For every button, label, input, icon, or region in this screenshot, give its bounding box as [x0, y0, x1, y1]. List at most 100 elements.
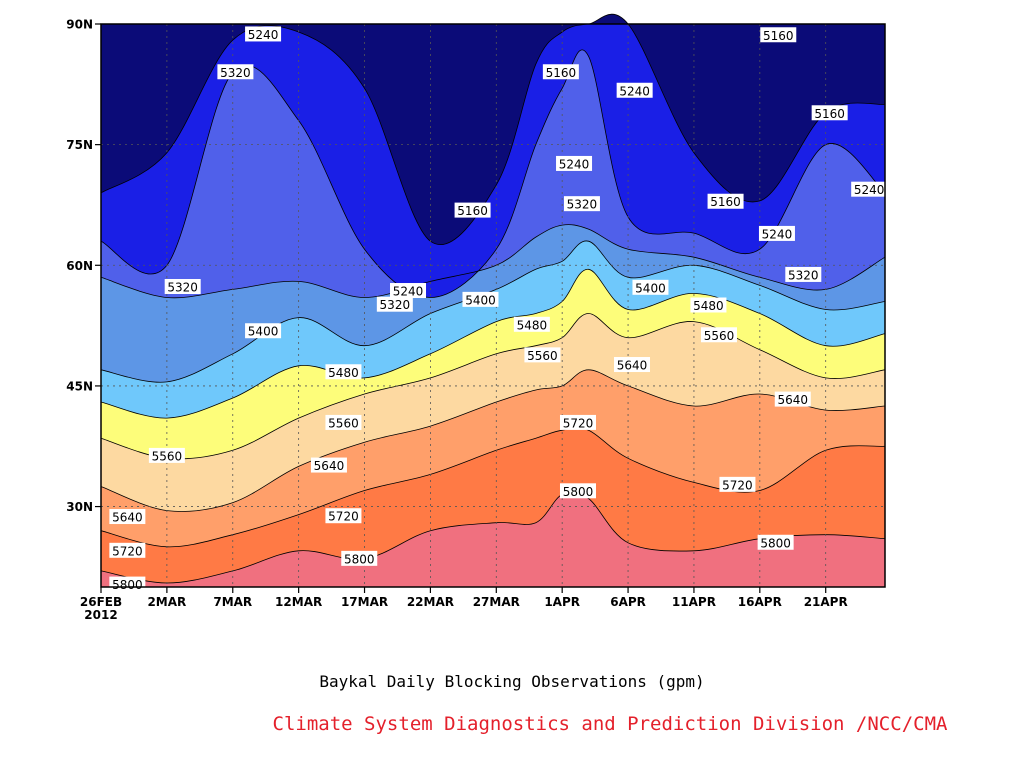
- contour-label: 5400: [632, 279, 669, 295]
- contour-label-text: 5320: [220, 66, 251, 80]
- contour-label: 5240: [851, 181, 888, 197]
- contour-label: 5160: [760, 27, 797, 43]
- contour-label: 5800: [559, 483, 596, 499]
- band-fill-above-5160: [101, 14, 885, 245]
- contour-label: 5400: [245, 323, 282, 339]
- contour-label: 5640: [109, 509, 146, 525]
- contour-label-text: 5320: [380, 298, 411, 312]
- contour-label-bg: [462, 291, 499, 307]
- contour-label-bg: [341, 550, 378, 566]
- contour-label: 5720: [325, 508, 362, 524]
- contour-label: 5240: [616, 82, 653, 98]
- contour-line-5720: [100, 427, 886, 548]
- contour-label: 5560: [700, 327, 737, 343]
- chart-title: Baykal Daily Blocking Observations (gpm): [319, 672, 705, 691]
- contour-label-bg: [524, 347, 561, 363]
- contour-label: 5800: [757, 534, 794, 550]
- contour-label: 5320: [563, 196, 600, 212]
- contour-label-text: 5240: [559, 157, 590, 171]
- contour-label-text: 5720: [563, 416, 594, 430]
- contour-line-5480: [100, 268, 886, 419]
- contour-label-bg: [811, 105, 848, 121]
- contour-label-text: 5160: [546, 66, 577, 80]
- contour-label: 5720: [559, 414, 596, 430]
- contour-label-bg: [556, 155, 593, 171]
- contour-label: 5160: [542, 64, 579, 80]
- x-tick-label: 17MAR: [341, 595, 388, 609]
- contour-label-bg: [563, 196, 600, 212]
- contour-label-bg: [758, 225, 795, 241]
- contour-label-bg: [109, 542, 146, 558]
- y-tick-label: 60N: [66, 259, 93, 273]
- contour-label-bg: [690, 297, 727, 313]
- contour-label: 5800: [341, 550, 378, 566]
- contour-label-bg: [542, 64, 579, 80]
- x-tick-sublabel: 2012: [84, 608, 117, 622]
- contour-label-text: 5560: [328, 416, 359, 430]
- x-tick-label: 2MAR: [147, 595, 186, 609]
- contour-label: 5320: [785, 266, 822, 282]
- contour-label-text: 5240: [393, 285, 424, 299]
- contour-label: 5720: [719, 476, 756, 492]
- contour-label-text: 5720: [328, 510, 359, 524]
- contour-label: 5400: [462, 291, 499, 307]
- contour-label-text: 5160: [710, 195, 741, 209]
- y-tick-label: 75N: [66, 138, 93, 152]
- contour-label-text: 5240: [248, 28, 279, 42]
- contour-label-text: 5640: [777, 393, 808, 407]
- contour-label-text: 5480: [328, 366, 359, 380]
- contour-label: 5160: [454, 202, 491, 218]
- contour-chart: 5800572056405560532053205240540058005720…: [66, 13, 888, 623]
- x-tick-label: 11APR: [672, 595, 716, 609]
- contour-label-bg: [245, 323, 282, 339]
- contour-label: 5480: [690, 297, 727, 313]
- contour-label: 5320: [376, 296, 413, 312]
- y-tick-label: 45N: [66, 379, 93, 393]
- contour-label: 5480: [513, 316, 550, 332]
- contour-label-bg: [700, 327, 737, 343]
- contour-label-text: 5720: [112, 544, 143, 558]
- contour-label-bg: [454, 202, 491, 218]
- contour-label-bg: [513, 316, 550, 332]
- contour-label-text: 5800: [112, 578, 143, 592]
- contour-label: 5560: [148, 447, 185, 463]
- x-tick-label: 26FEB: [80, 595, 122, 609]
- contour-label-text: 5640: [314, 459, 345, 473]
- contour-label-text: 5240: [854, 183, 885, 197]
- contour-label-bg: [109, 509, 146, 525]
- contour-labels: 5800572056405560532053205240540058005720…: [109, 26, 888, 592]
- contour-label-bg: [559, 414, 596, 430]
- contour-label-bg: [707, 193, 744, 209]
- contour-label-bg: [785, 266, 822, 282]
- contour-label-text: 5400: [465, 293, 496, 307]
- y-tick-label: 30N: [66, 500, 93, 514]
- contour-label: 5320: [164, 279, 201, 295]
- contour-label-bg: [310, 457, 347, 473]
- contour-label-bg: [325, 414, 362, 430]
- contour-label-text: 5320: [167, 281, 198, 295]
- contour-label: 5320: [217, 64, 254, 80]
- contour-label-bg: [851, 181, 888, 197]
- contour-label-text: 5640: [112, 511, 143, 525]
- contour-label-bg: [760, 27, 797, 43]
- x-tick-label: 6APR: [610, 595, 646, 609]
- contour-label-text: 5480: [693, 299, 724, 313]
- y-tick-label: 90N: [66, 18, 93, 32]
- contour-line-5400: [100, 240, 886, 383]
- contour-line-5800: [100, 491, 886, 584]
- contour-label-text: 5320: [788, 268, 819, 282]
- contour-label-text: 5160: [763, 29, 794, 43]
- contour-label: 5240: [390, 283, 427, 299]
- contour-label-text: 5240: [619, 84, 650, 98]
- contour-label-text: 5640: [617, 359, 648, 373]
- x-tick-label: 27MAR: [473, 595, 520, 609]
- contour-label-text: 5800: [563, 485, 594, 499]
- contour-label-text: 5400: [635, 281, 666, 295]
- contour-label-bg: [559, 483, 596, 499]
- contour-label-bg: [719, 476, 756, 492]
- contour-label-text: 5560: [152, 449, 183, 463]
- contour-line-5320: [100, 224, 886, 299]
- contour-label: 5240: [758, 225, 795, 241]
- contour-label-text: 5320: [567, 198, 598, 212]
